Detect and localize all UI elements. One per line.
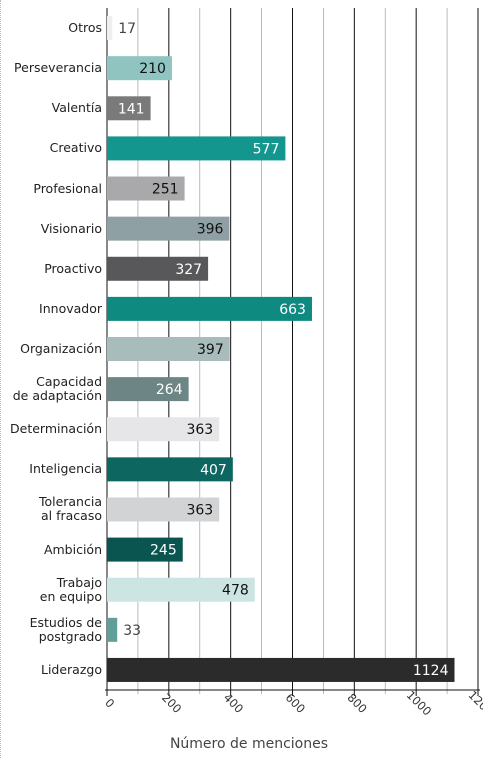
category-label: Valentía <box>51 100 102 116</box>
value-label: 363 <box>186 422 213 438</box>
bar <box>107 216 230 241</box>
value-label: 327 <box>175 262 202 278</box>
category-label: Tolerancia al fracaso <box>38 494 102 524</box>
category-label: Innovador <box>39 300 102 316</box>
x-tick-label: 400 <box>221 690 246 715</box>
value-label: 1124 <box>413 663 449 679</box>
bar <box>107 16 113 41</box>
bar <box>107 657 455 682</box>
x-tick-label: 600 <box>283 690 308 715</box>
bar <box>107 537 183 562</box>
x-tick-label: 1200 <box>466 688 483 719</box>
category-label: Perseverancia <box>14 60 102 76</box>
value-label: 478 <box>222 583 249 599</box>
bar <box>107 377 189 402</box>
value-label: 264 <box>156 382 183 398</box>
value-label: 363 <box>186 502 213 518</box>
category-label: Visionario <box>40 220 102 236</box>
x-tick-label: 0 <box>102 696 117 711</box>
bar <box>107 296 312 321</box>
bar <box>107 577 255 602</box>
bar <box>107 176 185 201</box>
category-label: Estudios de postgrado <box>29 614 102 644</box>
bar <box>107 56 172 81</box>
category-label: Determinación <box>10 421 102 437</box>
value-label: 251 <box>152 182 179 198</box>
x-tick-label: 200 <box>159 690 184 715</box>
category-label: Creativo <box>49 140 102 156</box>
category-label: Proactivo <box>44 260 102 276</box>
bar <box>107 96 151 121</box>
value-label: 407 <box>200 462 227 478</box>
category-label: Ambición <box>43 541 102 557</box>
value-label: 577 <box>253 141 280 157</box>
value-label: 141 <box>118 101 145 117</box>
bar <box>107 417 220 442</box>
bar <box>107 136 286 161</box>
bar <box>107 457 233 482</box>
value-label: 210 <box>139 61 166 77</box>
value-label: 396 <box>197 222 224 238</box>
bar <box>107 256 209 281</box>
category-label: Organización <box>20 341 102 356</box>
category-label: Otros <box>68 20 102 36</box>
value-label: 397 <box>197 342 224 358</box>
value-label: 245 <box>150 543 177 559</box>
bar <box>107 617 118 642</box>
category-label: Liderazgo <box>40 661 102 677</box>
category-label: Trabajo en equipo <box>39 574 102 604</box>
x-axis-title: Número de menciones <box>170 736 328 752</box>
category-label: Inteligencia <box>29 461 102 477</box>
category-label: Capacidad de adaptación <box>12 374 102 404</box>
x-tick-label: 1000 <box>404 688 435 719</box>
category-label: Profesional <box>33 180 102 196</box>
value-label: 17 <box>118 21 136 37</box>
bar <box>107 497 220 522</box>
value-label: 663 <box>279 302 306 318</box>
x-tick-label: 800 <box>344 690 369 715</box>
value-label: 33 <box>123 623 141 639</box>
bar <box>107 337 230 361</box>
